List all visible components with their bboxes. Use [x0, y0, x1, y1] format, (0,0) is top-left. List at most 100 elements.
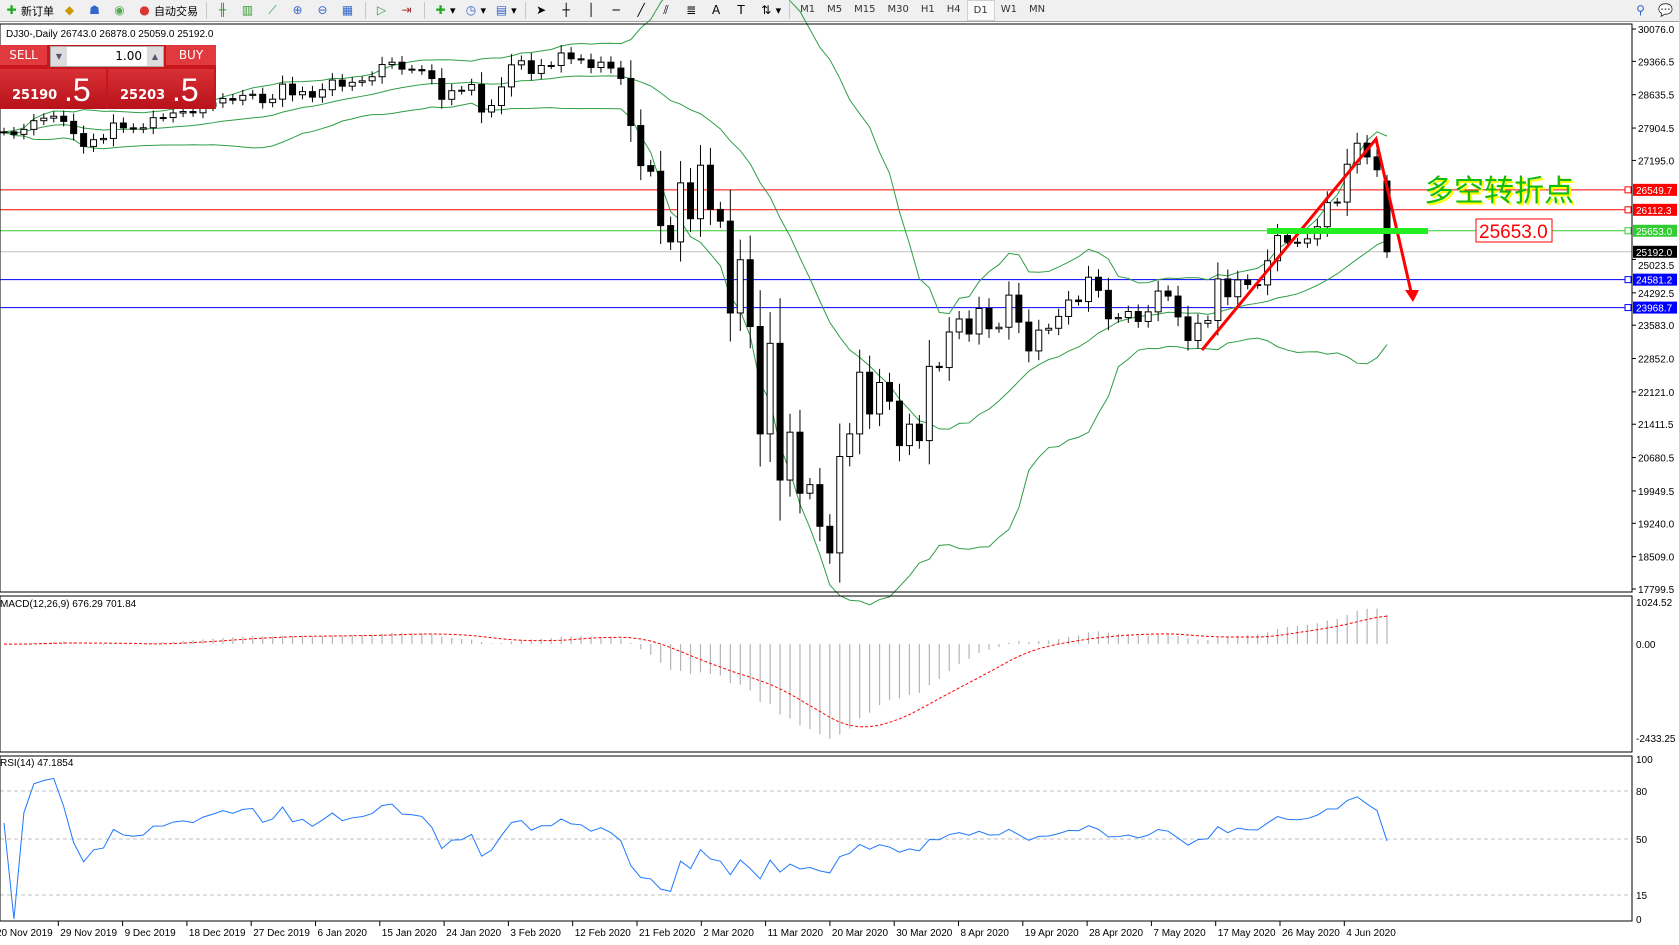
candle-body: [1065, 299, 1073, 317]
buy-button[interactable]: BUY: [166, 45, 216, 65]
auto-trading-button[interactable]: ● 自动交易: [133, 1, 202, 20]
price-label: 24581.2: [1636, 276, 1673, 287]
candle-body: [1284, 235, 1292, 243]
chart-header: DJ30-,Daily 26743.0 26878.0 25059.0 2519…: [6, 29, 214, 40]
candle-body: [298, 91, 306, 96]
candle-body: [726, 220, 734, 314]
candlestick-icon: ▥: [241, 3, 254, 17]
buy-price-button[interactable]: 25203 .5: [108, 69, 214, 109]
candle-body: [1194, 322, 1202, 341]
sell-price-button[interactable]: 25190 .5: [0, 69, 106, 109]
lot-increase-button[interactable]: ▲: [147, 47, 163, 66]
data-window-button[interactable]: ☗: [83, 1, 108, 20]
bollinger-band-u: [3, 0, 1388, 315]
horizontal-line-button[interactable]: ─: [605, 1, 630, 20]
candlestick-button[interactable]: ▥: [236, 1, 261, 20]
zoom-in-button[interactable]: ⊕: [286, 1, 311, 20]
candle-body: [567, 52, 575, 60]
timeframe-h4[interactable]: H4: [946, 4, 961, 15]
candle-body: [438, 78, 446, 100]
timeframe-w1[interactable]: W1: [1000, 4, 1017, 15]
lot-value[interactable]: 1.00: [115, 49, 142, 63]
candle-body: [239, 94, 247, 101]
bar-chart-button[interactable]: ╫: [211, 1, 236, 20]
candle-body: [706, 164, 714, 210]
sell-button[interactable]: SELL: [0, 45, 47, 65]
equidistant-channel-button[interactable]: ⫽: [655, 1, 680, 20]
candle-body: [308, 91, 316, 98]
chart-shift-button[interactable]: ⇥: [395, 1, 420, 20]
vertical-line-icon: │: [587, 3, 595, 17]
signal-icon: ◉: [114, 3, 125, 17]
vertical-line-button[interactable]: │: [580, 1, 605, 20]
candle-body: [458, 89, 466, 92]
candle-body: [358, 80, 366, 83]
date-label: 21 Feb 2020: [639, 928, 696, 939]
new-order-button[interactable]: ✚ 新订单: [0, 1, 58, 20]
crosshair-button[interactable]: ┼: [555, 1, 580, 20]
add-indicator-icon: ✚: [435, 3, 446, 17]
timeframe-m30[interactable]: M30: [887, 4, 909, 15]
date-label: 19 Apr 2020: [1025, 928, 1079, 939]
search-icon: ⚲: [1636, 3, 1645, 17]
candle-body: [876, 381, 884, 415]
search-button[interactable]: ⚲: [1629, 1, 1654, 20]
candle-body: [219, 98, 227, 104]
sell-price-main: 25190: [12, 88, 58, 103]
trendline-button[interactable]: ╱: [630, 1, 655, 20]
date-label: 12 Feb 2020: [575, 928, 632, 939]
periods-button[interactable]: ◷ ▾: [460, 1, 491, 20]
toolbar: ✚ 新订单 ◆ ☗ ◉ ● 自动交易 ╫ ▥ ⟋ ⊕ ⊖ ▦ ▷ ⇥ ✚ ▾ ◷ ▾ ▤…: [0, 0, 1679, 22]
timeframe-m1[interactable]: M1: [800, 4, 816, 15]
text-label-button[interactable]: T: [730, 1, 755, 20]
timeframe-d1[interactable]: D1: [966, 0, 995, 21]
timeframe-mn[interactable]: MN: [1028, 4, 1046, 15]
candle-body: [1353, 142, 1361, 165]
candle-body: [1174, 295, 1182, 318]
date-label: 9 Dec 2019: [125, 928, 177, 939]
rsi-axis-label: 0: [1636, 915, 1642, 926]
rsi-axis-label: 15: [1636, 891, 1648, 902]
candle-body: [836, 456, 844, 554]
date-label: 7 May 2020: [1153, 928, 1206, 939]
templates-button[interactable]: ▤ ▾: [495, 3, 517, 17]
candle-body: [617, 67, 625, 79]
timeframe-h1[interactable]: H1: [920, 4, 935, 15]
zoom-out-button[interactable]: ⊖: [311, 1, 336, 20]
date-label: 24 Jan 2020: [446, 928, 501, 939]
candle-body: [955, 318, 963, 333]
candle-body: [1343, 163, 1351, 203]
market-watch-button[interactable]: ◆: [58, 1, 83, 20]
indicators-button[interactable]: ✚ ▾: [429, 1, 460, 20]
signals-button[interactable]: ◉: [108, 1, 133, 20]
bollinger-band-l: [3, 102, 1388, 606]
cursor-button[interactable]: ➤: [530, 1, 555, 20]
tile-windows-button[interactable]: ▦: [336, 1, 361, 20]
text-label-icon: T: [737, 3, 745, 17]
price-label-box: [1633, 273, 1677, 286]
line-chart-button[interactable]: ⟋: [261, 1, 286, 20]
lot-decrease-button[interactable]: ▼: [51, 47, 67, 66]
timeframe-m5[interactable]: M5: [827, 4, 843, 15]
chat-button[interactable]: 💬: [1654, 1, 1679, 20]
fibonacci-button[interactable]: ≣: [680, 1, 705, 20]
arrows-button[interactable]: ⇅ ▾: [755, 1, 786, 20]
candle-body: [716, 208, 724, 222]
candle-body: [60, 115, 68, 122]
horizontal-line-icon: ─: [612, 3, 620, 17]
lot-size-input[interactable]: ▼ 1.00 ▲: [50, 46, 164, 67]
chart-shift-icon: ⇥: [401, 3, 412, 17]
candle-body: [766, 342, 774, 435]
timeframe-m15[interactable]: M15: [854, 4, 876, 15]
macd-pane: [3, 608, 1388, 739]
price-tick-label: 24292.5: [1638, 289, 1675, 300]
candle-body: [1025, 321, 1033, 352]
line-handle: [1624, 206, 1632, 214]
rsi-line: [3, 777, 1388, 920]
auto-scroll-button[interactable]: ▷: [370, 1, 395, 20]
line-chart-icon: ⟋: [268, 3, 277, 17]
text-button[interactable]: A: [705, 1, 730, 20]
candle-body: [40, 117, 48, 122]
candle-body: [318, 89, 326, 98]
